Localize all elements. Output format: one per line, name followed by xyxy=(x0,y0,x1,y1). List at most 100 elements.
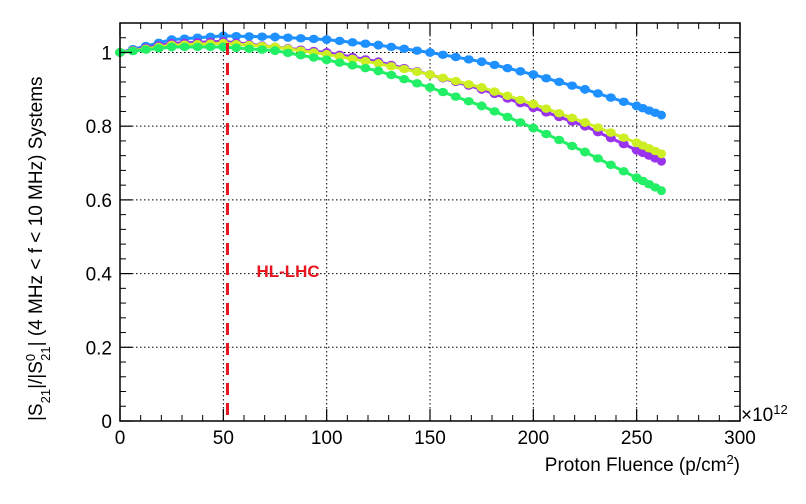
data-point xyxy=(425,47,435,57)
series-marker xyxy=(541,74,552,83)
series-marker xyxy=(592,89,603,98)
series-marker xyxy=(567,113,578,123)
data-point xyxy=(528,123,538,133)
y-tick-label: 0.8 xyxy=(86,117,112,138)
series-marker xyxy=(308,53,319,62)
series-marker xyxy=(437,50,448,59)
data-point xyxy=(580,147,590,157)
series-marker xyxy=(450,52,461,62)
series-marker xyxy=(399,44,410,53)
series-marker xyxy=(592,154,603,163)
series-marker xyxy=(502,112,513,122)
series-marker xyxy=(567,141,578,151)
series-marker xyxy=(554,135,565,145)
y-tick-label: 0.6 xyxy=(86,191,112,212)
data-point xyxy=(373,40,383,50)
series-marker xyxy=(244,32,255,41)
data-point xyxy=(270,46,280,56)
series-marker xyxy=(502,63,513,73)
series-marker xyxy=(515,118,526,127)
series-marker xyxy=(554,109,565,118)
y-tick-label: 1 xyxy=(101,43,112,64)
series-marker xyxy=(605,128,616,137)
data-point xyxy=(270,32,280,42)
series-line xyxy=(119,39,663,163)
y-tick-label: 0.4 xyxy=(86,265,113,286)
series-marker xyxy=(489,60,500,70)
series-marker xyxy=(386,42,397,52)
data-point xyxy=(425,82,435,92)
data-point xyxy=(425,70,435,80)
grid xyxy=(120,23,740,421)
series-marker xyxy=(463,97,474,106)
x-axis-title: Proton Fluence (p/cm2) xyxy=(545,452,740,477)
series-marker xyxy=(334,58,345,67)
series-yellow-green xyxy=(115,38,666,159)
x-tick-label: 300 xyxy=(724,428,756,449)
x-tick-label: 100 xyxy=(311,428,343,449)
series-marker xyxy=(295,34,306,43)
data-point xyxy=(477,82,487,92)
series-marker xyxy=(437,73,448,83)
series-marker xyxy=(412,67,423,77)
series-marker xyxy=(618,139,629,149)
data-point xyxy=(167,42,177,52)
series-marker xyxy=(412,79,423,88)
series-marker xyxy=(334,36,345,46)
series-marker xyxy=(334,52,345,61)
data-point xyxy=(218,42,228,52)
series-marker xyxy=(567,81,578,90)
series-marker xyxy=(257,32,268,41)
data-point xyxy=(656,110,666,120)
data-point xyxy=(656,156,666,166)
series-marker xyxy=(244,44,255,53)
series-marker xyxy=(618,133,629,142)
x-multiplier: ×1012 xyxy=(741,402,788,427)
series-marker xyxy=(515,95,526,105)
data-point xyxy=(656,186,666,196)
data-point xyxy=(322,55,332,65)
vline-layer: HL-LHC xyxy=(225,43,320,421)
series-marker xyxy=(140,45,151,54)
data-point xyxy=(373,59,383,69)
x-tick-label: 150 xyxy=(414,428,446,449)
series-marker xyxy=(554,77,565,87)
series-marker xyxy=(515,67,526,76)
series-marker xyxy=(412,46,423,55)
series-marker xyxy=(605,160,616,170)
series-marker xyxy=(360,63,371,73)
series-marker xyxy=(463,80,474,89)
series-line xyxy=(119,41,663,156)
series-marker xyxy=(437,87,448,97)
data-point xyxy=(477,101,487,111)
x-tick-label: 50 xyxy=(213,428,234,449)
hl-lhc-label: HL-LHC xyxy=(256,262,319,281)
y-tick-label: 0 xyxy=(101,412,112,433)
series-marker xyxy=(592,123,603,132)
data-point xyxy=(373,66,383,76)
data-point xyxy=(656,149,666,159)
x-tick-label: 0 xyxy=(115,428,126,449)
series-marker xyxy=(450,92,461,101)
series-marker xyxy=(489,87,500,96)
data-point xyxy=(632,138,642,148)
series-marker xyxy=(502,91,513,100)
series-marker xyxy=(541,129,552,139)
series-marker xyxy=(399,64,410,74)
tick-labels: 0 50 100 150 200 250 300 0 0.2 0.4 0.6 0.8 1 xyxy=(86,43,756,449)
data-point xyxy=(477,57,487,67)
ticks xyxy=(119,23,741,422)
data-point xyxy=(632,173,642,183)
data-point xyxy=(322,35,332,45)
series-marker xyxy=(347,54,358,64)
data-point xyxy=(528,99,538,109)
series-marker xyxy=(541,104,552,113)
y-tick-label: 0.2 xyxy=(86,338,112,359)
series-marker xyxy=(450,76,461,86)
series-marker xyxy=(347,61,358,70)
series-marker xyxy=(386,70,397,80)
series-marker xyxy=(463,55,474,64)
series-layer xyxy=(115,31,666,196)
data-point xyxy=(528,70,538,80)
